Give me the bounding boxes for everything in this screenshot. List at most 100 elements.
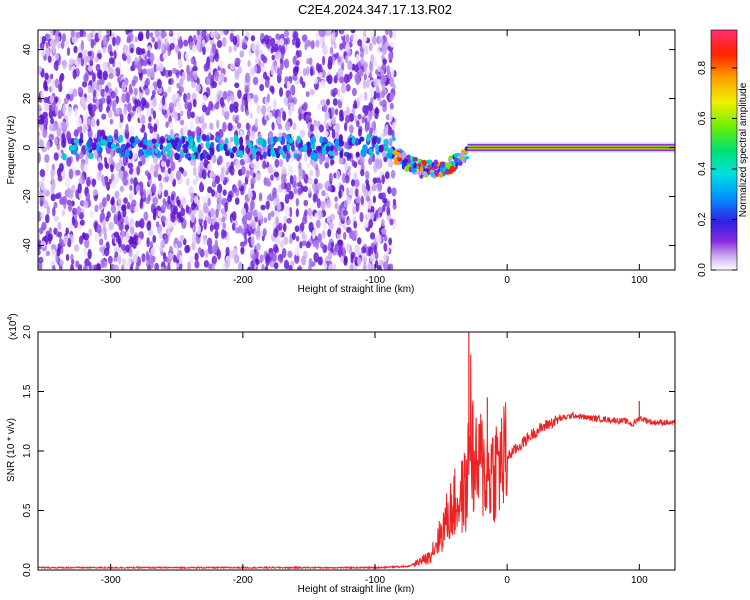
noise-cell xyxy=(372,177,377,184)
noise-cell xyxy=(359,211,364,223)
noise-cell xyxy=(71,36,77,44)
noise-cell xyxy=(130,125,135,136)
noise-cell xyxy=(46,205,51,215)
carrier-cell xyxy=(247,141,253,149)
noise-cell xyxy=(355,188,359,198)
noise-cell xyxy=(80,39,85,51)
noise-cell xyxy=(283,58,290,69)
noise-cell xyxy=(116,76,122,83)
noise-cell xyxy=(368,72,373,79)
noise-cell xyxy=(228,140,233,149)
noise-cell xyxy=(232,185,238,194)
noise-cell xyxy=(350,30,356,34)
noise-cell xyxy=(237,89,242,100)
noise-cell xyxy=(329,213,336,221)
noise-cell xyxy=(327,228,332,238)
noise-cell xyxy=(199,181,204,192)
noise-cell xyxy=(295,197,300,207)
noise-cell xyxy=(277,51,282,60)
noise-cell xyxy=(119,113,124,124)
noise-cell xyxy=(181,71,186,81)
noise-cell xyxy=(297,187,302,195)
noise-cell xyxy=(247,60,251,68)
noise-cell xyxy=(190,111,195,119)
noise-cell xyxy=(134,56,139,66)
carrier-cell xyxy=(286,133,291,143)
noise-cell xyxy=(167,222,173,229)
noise-cell xyxy=(156,57,161,67)
noise-cell xyxy=(112,36,116,47)
noise-cell xyxy=(102,226,107,235)
noise-cell xyxy=(88,106,93,115)
noise-cell xyxy=(275,33,281,40)
noise-cell xyxy=(82,96,87,107)
noise-cell xyxy=(333,149,339,156)
noise-cell xyxy=(303,199,309,207)
noise-cell xyxy=(195,84,202,93)
y-tick-label: -40 xyxy=(22,238,33,253)
noise-cell xyxy=(351,230,357,241)
noise-cell xyxy=(201,169,207,180)
colorbar-tick-label: 0.0 xyxy=(697,263,708,277)
carrier-cell xyxy=(62,153,67,161)
noise-cell xyxy=(335,52,340,59)
noise-cell xyxy=(84,238,90,249)
noise-cell xyxy=(344,55,349,64)
noise-cell xyxy=(56,247,61,257)
noise-cell xyxy=(325,156,330,163)
noise-cell xyxy=(255,49,260,57)
noise-cell xyxy=(209,224,214,232)
noise-cell xyxy=(238,225,243,234)
noise-cell xyxy=(279,38,285,46)
noise-cell xyxy=(328,263,334,270)
noise-cell xyxy=(125,49,131,57)
noise-cell xyxy=(342,222,348,230)
noise-cell xyxy=(336,227,342,235)
noise-cell xyxy=(198,209,204,220)
noise-cell xyxy=(362,263,367,270)
noise-cell xyxy=(375,159,382,170)
carrier-cell xyxy=(219,143,225,151)
noise-cell xyxy=(144,87,150,96)
noise-cell xyxy=(234,82,240,89)
noise-cell xyxy=(73,45,78,54)
noise-cell xyxy=(258,192,263,202)
noise-cell xyxy=(140,127,145,133)
noise-cell xyxy=(276,67,283,77)
noise-cell xyxy=(38,118,44,125)
noise-cell xyxy=(282,222,287,233)
noise-cell xyxy=(284,121,291,132)
noise-cell xyxy=(110,203,117,214)
noise-cell xyxy=(287,165,294,175)
noise-cell xyxy=(38,249,41,256)
noise-cell xyxy=(83,73,89,83)
noise-cell xyxy=(259,254,264,263)
noise-cell xyxy=(313,77,318,85)
noise-cell xyxy=(239,50,245,58)
noise-cell xyxy=(48,227,52,234)
noise-cell xyxy=(254,118,258,128)
noise-cell xyxy=(370,87,375,98)
noise-cell xyxy=(298,167,303,177)
transition-cell xyxy=(393,160,399,165)
noise-cell xyxy=(194,260,200,269)
noise-cell xyxy=(317,103,322,110)
noise-cell xyxy=(371,35,377,46)
carrier-cell xyxy=(184,153,190,159)
noise-cell xyxy=(382,204,386,212)
noise-cell xyxy=(264,79,270,89)
noise-cell xyxy=(126,201,131,210)
noise-cell xyxy=(39,169,46,178)
noise-cell xyxy=(153,156,158,164)
noise-cell xyxy=(302,185,308,192)
noise-cell xyxy=(227,194,233,203)
noise-cell xyxy=(273,98,277,109)
transition-cell xyxy=(421,159,427,167)
noise-cell xyxy=(298,49,302,58)
noise-cell xyxy=(364,170,370,181)
noise-cell xyxy=(338,156,344,165)
noise-cell xyxy=(360,155,365,166)
noise-cell xyxy=(161,204,167,211)
noise-cell xyxy=(107,255,113,265)
noise-cell xyxy=(327,55,333,66)
